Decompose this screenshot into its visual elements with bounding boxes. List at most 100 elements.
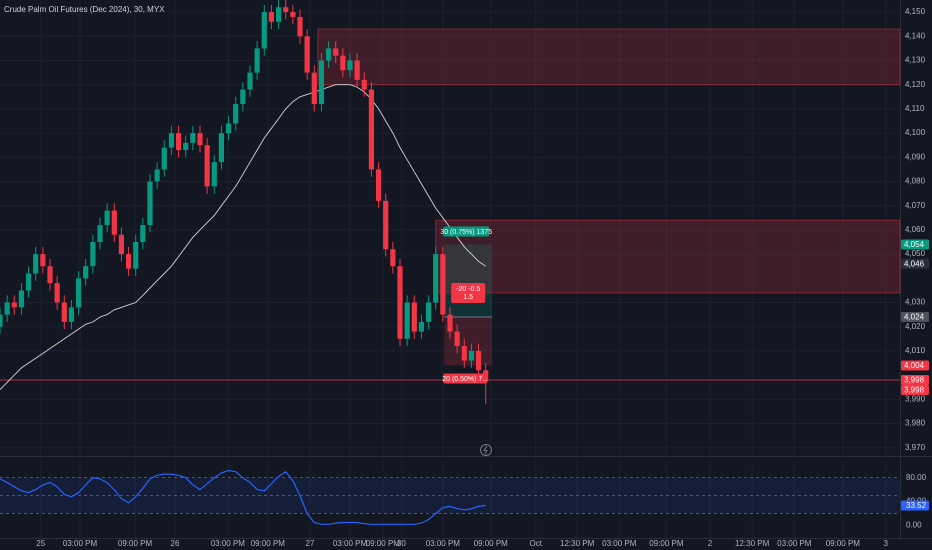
- supply-zone: [435, 219, 901, 294]
- position-stop-label-bg: [443, 373, 488, 384]
- y-tick-label: 4,020: [905, 322, 926, 331]
- candle-body: [161, 147, 167, 170]
- candle-body: [197, 133, 203, 146]
- x-tick-label: 26: [171, 539, 180, 548]
- position-stop-label: 20 (0.50%) 7...: [442, 376, 488, 383]
- x-tick-label: 09:00 PM: [826, 539, 861, 548]
- grid: [0, 0, 900, 538]
- price-badge-label: 4,046: [904, 259, 925, 268]
- candle-body: [461, 346, 467, 361]
- candle-body: [268, 12, 275, 22]
- position-target-label: 30 (0.75%) 1375: [440, 229, 492, 236]
- replay-icon-bolt: [483, 445, 488, 455]
- candle-body: [183, 142, 189, 151]
- candle-body: [83, 266, 89, 279]
- rsi-badge: [901, 500, 929, 511]
- x-tick-label: 09:00 PM: [649, 539, 684, 548]
- y-tick-label: 4,010: [905, 346, 926, 355]
- price-badge-label: 4,054: [904, 240, 925, 249]
- candle-body: [211, 162, 217, 187]
- candle-body: [418, 321, 425, 332]
- candle-body: [190, 133, 196, 143]
- candle-body: [61, 302, 67, 322]
- candle-body: [368, 89, 375, 170]
- x-tick-label: 25: [36, 539, 45, 548]
- rsi-line: [0, 469, 486, 525]
- candle-body: [283, 7, 289, 13]
- x-tick-label: 03:00 PM: [602, 539, 637, 548]
- candle-body: [404, 302, 410, 339]
- candle-body: [118, 234, 125, 255]
- candle-body: [325, 48, 332, 61]
- replay-icon[interactable]: [480, 444, 492, 456]
- y-tick-label: 4,030: [905, 298, 926, 307]
- candle-body: [347, 60, 353, 71]
- candle-body: [140, 225, 146, 243]
- candle-body: [433, 254, 439, 303]
- candle-body: [447, 314, 453, 332]
- candle-body: [90, 242, 96, 267]
- candle-body: [54, 283, 60, 303]
- rsi-tick-label: 80.00: [906, 473, 927, 482]
- candle-body: [168, 133, 175, 148]
- candle-body: [361, 79, 367, 90]
- candle-body: [233, 104, 239, 124]
- x-tick-label: 27: [306, 539, 315, 548]
- x-tick-label: Oct: [529, 539, 542, 548]
- price-badge: [901, 312, 929, 323]
- candle-body: [0, 314, 3, 327]
- moving-average: [0, 84, 486, 391]
- y-tick-label: 4,090: [905, 152, 926, 161]
- price-badge: [901, 258, 929, 269]
- x-tick-label: 09:00 PM: [118, 539, 153, 548]
- candle-body: [468, 350, 475, 361]
- y-tick-label: 4,060: [905, 225, 926, 234]
- candle-body: [47, 266, 53, 284]
- candle-body: [40, 254, 46, 267]
- candle-body: [247, 72, 253, 90]
- y-tick-label: 3,970: [905, 443, 926, 452]
- candle-body: [125, 254, 132, 269]
- x-tick-label: 09:00 PM: [366, 539, 401, 548]
- rsi-tick-label: 0.00: [906, 521, 922, 530]
- y-tick-label: 4,110: [905, 104, 925, 113]
- candle-body: [304, 36, 310, 73]
- candle-body: [275, 7, 282, 22]
- candle-body: [33, 254, 39, 274]
- candle-body: [340, 55, 346, 71]
- candle-body: [204, 145, 210, 187]
- rsi-badge-label: 33.52: [906, 501, 927, 510]
- candle-body: [375, 169, 382, 201]
- candle-body: [104, 210, 110, 226]
- candle-body: [390, 249, 396, 267]
- candle-body: [175, 133, 182, 151]
- candle-body: [440, 254, 446, 315]
- candle-body: [318, 60, 325, 105]
- position-mid-label: -20 -0.5: [456, 286, 480, 293]
- y-tick-label: 4,120: [905, 80, 926, 89]
- candle-body: [354, 60, 360, 80]
- candle-body: [11, 302, 17, 308]
- candle-body: [4, 302, 10, 315]
- candle-body: [111, 210, 117, 235]
- x-tick-label: 03:00 PM: [211, 539, 246, 548]
- candle-body: [475, 350, 482, 371]
- candle-body: [154, 169, 160, 182]
- candle-body: [240, 89, 246, 105]
- y-tick-label: 4,050: [905, 249, 926, 258]
- candle-body: [147, 181, 153, 226]
- y-tick-label: 4,080: [905, 177, 926, 186]
- candle-body: [454, 331, 460, 347]
- x-tick-label: 03:00 PM: [777, 539, 812, 548]
- y-tick-label: 4,130: [905, 56, 926, 65]
- x-tick-label: 3: [883, 539, 888, 548]
- price-badge: [901, 360, 929, 371]
- candle-body: [397, 266, 403, 339]
- x-tick-label: 03:00 PM: [63, 539, 98, 548]
- price-badge-label: 4,024: [904, 313, 925, 322]
- price-badge: [901, 374, 929, 385]
- candle-body: [290, 12, 296, 17]
- candle-body: [297, 16, 303, 37]
- candle-body: [18, 290, 25, 308]
